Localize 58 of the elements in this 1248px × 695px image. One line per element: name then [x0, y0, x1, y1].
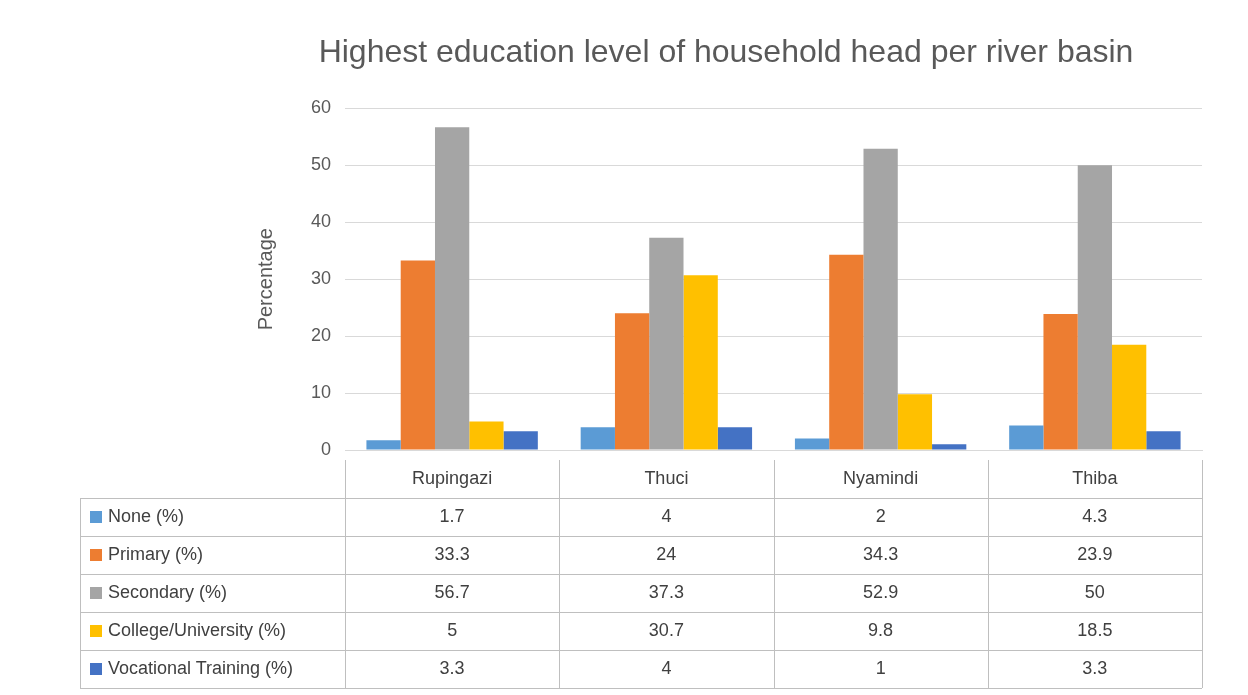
x-tick-label: Rupingazi: [412, 467, 493, 488]
data-label: 34.3: [863, 543, 899, 564]
data-label: 9.8: [868, 619, 894, 640]
data-label: 33.3: [434, 543, 470, 564]
data-label: 23.9: [1077, 543, 1113, 564]
y-axis-title: Percentage: [253, 228, 276, 331]
data-label: 30.7: [648, 619, 684, 640]
x-tick-label: Thiba: [1072, 467, 1119, 488]
data-label: 37.3: [648, 581, 684, 602]
bar: [1077, 165, 1113, 450]
data-label: 24: [656, 543, 677, 564]
bar: [932, 444, 967, 450]
legend-label: Secondary (%): [108, 581, 228, 602]
data-label: 5: [447, 619, 458, 640]
bar: [863, 148, 898, 450]
data-label: 4: [661, 657, 672, 678]
legend-label: Primary (%): [108, 543, 203, 564]
bar: [366, 440, 401, 450]
data-label: 50: [1084, 581, 1105, 602]
bar: [1146, 431, 1181, 450]
bar: [503, 431, 538, 450]
legend-label: Vocational Training (%): [108, 657, 294, 678]
bar: [580, 427, 615, 450]
bar: [1112, 344, 1147, 450]
y-tick-label: 60: [310, 97, 331, 118]
y-tick-label: 30: [310, 268, 331, 289]
bar: [400, 260, 435, 450]
y-tick-label: 50: [310, 154, 331, 175]
bar: [683, 275, 718, 450]
bar: [897, 394, 933, 450]
data-label: 1: [875, 657, 886, 678]
data-label: 3.3: [439, 657, 465, 678]
y-tick-label: 0: [320, 438, 331, 459]
x-tick-label: Thuci: [644, 467, 689, 488]
data-label: 3.3: [1082, 657, 1108, 678]
bar: [649, 237, 684, 450]
bar: [794, 438, 830, 450]
bar: [717, 427, 753, 450]
data-label: 4.3: [1082, 505, 1108, 526]
legend-label: College/University (%): [108, 619, 287, 640]
bar: [614, 313, 650, 450]
data-label: 18.5: [1077, 619, 1113, 640]
bar: [469, 421, 504, 450]
bar: [1043, 313, 1078, 450]
bar: [434, 127, 470, 450]
y-tick-label: 10: [310, 382, 331, 403]
bar: [829, 254, 864, 450]
y-tick-label: 40: [310, 211, 331, 232]
y-tick-label: 20: [310, 325, 331, 346]
x-tick-label: Nyamindi: [843, 467, 919, 488]
bar: [1009, 425, 1044, 450]
data-label: 52.9: [863, 581, 899, 602]
data-label: 4: [661, 505, 672, 526]
legend-label: None (%): [108, 505, 185, 526]
chart-title: Highest education level of household head per river basin: [318, 33, 1134, 70]
data-label: 56.7: [434, 581, 470, 602]
data-label: 2: [875, 505, 886, 526]
data-label: 1.7: [439, 505, 465, 526]
